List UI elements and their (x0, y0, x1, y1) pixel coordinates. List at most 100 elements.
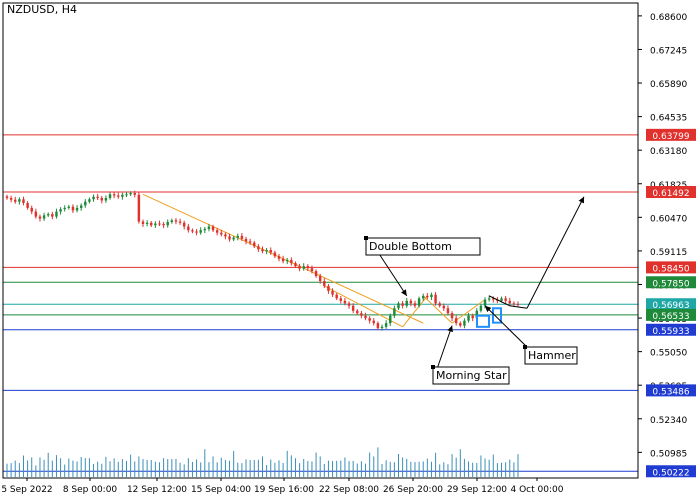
annotations-layer[interactable]: Double Bottom Morning Star Hammer (364, 196, 585, 385)
candle-body[interactable] (22, 199, 25, 203)
candle-body[interactable] (409, 300, 413, 304)
candle-body[interactable] (508, 300, 511, 304)
trend-line[interactable] (451, 299, 486, 324)
candle-body[interactable] (129, 193, 132, 195)
candle-body[interactable] (224, 234, 227, 237)
annotation-callout[interactable]: Double Bottom (364, 236, 481, 297)
annotation-callout[interactable]: Morning Star (431, 325, 510, 385)
candle-body[interactable] (117, 195, 120, 197)
candle-body[interactable] (166, 222, 169, 226)
candle-body[interactable] (199, 230, 202, 233)
candle-body[interactable] (360, 313, 363, 316)
candle-body[interactable] (417, 298, 421, 306)
candle-body[interactable] (154, 223, 157, 226)
candle-body[interactable] (232, 237, 235, 240)
candle-body[interactable] (380, 326, 384, 329)
candle-body[interactable] (5, 196, 9, 199)
candle-body[interactable] (500, 298, 503, 301)
candle-body[interactable] (384, 323, 388, 327)
candle-body[interactable] (92, 196, 95, 200)
candle-body[interactable] (162, 224, 165, 226)
candle-body[interactable] (195, 231, 198, 233)
candle-body[interactable] (306, 266, 310, 269)
candle-body[interactable] (479, 305, 483, 311)
candle-body[interactable] (228, 236, 231, 240)
candle-body[interactable] (174, 220, 178, 222)
candle-body[interactable] (393, 308, 396, 316)
candle-body[interactable] (483, 299, 487, 306)
candle-body[interactable] (318, 276, 322, 282)
candle-body[interactable] (46, 214, 50, 216)
candle-body[interactable] (125, 194, 128, 196)
candle-body[interactable] (34, 211, 38, 217)
candle-body[interactable] (356, 310, 359, 314)
candle-body[interactable] (401, 303, 404, 306)
candle-body[interactable] (512, 303, 516, 305)
candle-body[interactable] (42, 215, 46, 219)
candle-body[interactable] (347, 303, 351, 306)
annotation-callout[interactable]: Hammer (484, 305, 578, 365)
candle-body[interactable] (273, 252, 277, 257)
candle-body[interactable] (182, 222, 186, 227)
candle-body[interactable] (215, 230, 219, 233)
candle-body[interactable] (269, 250, 272, 253)
candle-body[interactable] (207, 226, 211, 229)
candle-body[interactable] (51, 214, 54, 217)
candle-body[interactable] (314, 271, 318, 277)
candle-body[interactable] (434, 294, 437, 304)
candle-body[interactable] (141, 221, 145, 225)
candle-body[interactable] (104, 198, 108, 201)
candle-body[interactable] (100, 198, 104, 201)
candle-body[interactable] (281, 258, 285, 262)
candle-body[interactable] (421, 295, 425, 299)
candle-body[interactable] (430, 294, 433, 298)
candle-body[interactable] (376, 323, 380, 329)
candle-body[interactable] (96, 196, 99, 199)
candle-body[interactable] (438, 303, 441, 306)
candle-body[interactable] (450, 313, 454, 319)
projection-line[interactable] (488, 295, 528, 309)
candle-body[interactable] (253, 242, 256, 247)
candle-body[interactable] (471, 315, 474, 319)
candle-body[interactable] (413, 303, 417, 306)
candle-body[interactable] (327, 285, 330, 291)
candle-body[interactable] (108, 194, 112, 199)
candle-body[interactable] (277, 256, 281, 259)
candle-body[interactable] (18, 199, 21, 202)
candle-body[interactable] (459, 323, 462, 326)
candle-body[interactable] (405, 300, 408, 306)
candle-body[interactable] (14, 199, 17, 202)
candle-body[interactable] (504, 298, 507, 301)
candle-body[interactable] (38, 216, 42, 219)
candle-body[interactable] (368, 318, 371, 321)
candle-body[interactable] (211, 226, 215, 231)
candle-body[interactable] (351, 305, 355, 311)
candle-body[interactable] (426, 295, 429, 298)
candle-body[interactable] (372, 320, 375, 324)
candle-body[interactable] (257, 246, 260, 250)
candle-body[interactable] (487, 298, 491, 300)
candle-body[interactable] (339, 298, 343, 301)
candle-body[interactable] (59, 209, 62, 212)
projection-arrow[interactable] (526, 196, 585, 309)
candle-body[interactable] (71, 206, 75, 211)
candle-body[interactable] (79, 205, 83, 208)
candle-body[interactable] (26, 202, 29, 208)
hammer-box[interactable] (492, 307, 502, 324)
candle-body[interactable] (290, 259, 293, 264)
candle-body[interactable] (30, 207, 33, 212)
candle-body[interactable] (178, 221, 182, 223)
candle-body[interactable] (454, 318, 458, 324)
trend-line[interactable] (422, 295, 453, 324)
candle-body[interactable] (150, 222, 153, 226)
candle-body[interactable] (145, 222, 149, 225)
candle-body[interactable] (170, 220, 174, 223)
candle-body[interactable] (446, 308, 450, 314)
candle-body[interactable] (261, 249, 264, 252)
candle-body[interactable] (220, 232, 223, 235)
candle-body[interactable] (442, 305, 446, 309)
candle-body[interactable] (67, 206, 71, 208)
candle-body[interactable] (137, 194, 141, 222)
candle-body[interactable] (55, 211, 58, 217)
